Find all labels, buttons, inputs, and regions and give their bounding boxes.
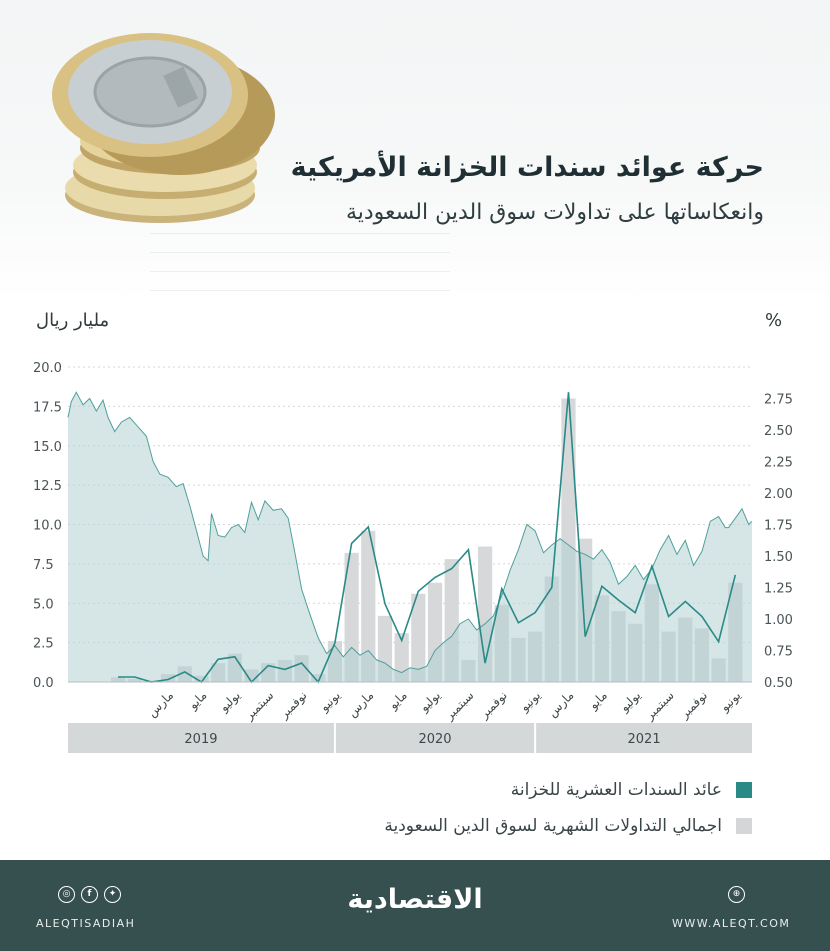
globe-icon: ⊕	[728, 886, 745, 903]
instagram-icon[interactable]: ◎	[58, 886, 75, 903]
month-tick-label: يوليو	[416, 688, 444, 716]
month-tick-label: مارس	[145, 688, 177, 720]
right-tick-label: 0.75	[764, 645, 793, 660]
year-band-label: 2019	[184, 732, 217, 747]
legend-swatch-trading	[736, 818, 752, 834]
right-tick-label: 2.00	[764, 487, 793, 502]
right-tick-label: 2.50	[764, 424, 793, 439]
legend-swatch-yield	[736, 782, 752, 798]
right-axis-unit: %	[765, 310, 783, 331]
coin-stack-image	[52, 33, 275, 223]
facebook-icon[interactable]: f	[81, 886, 98, 903]
month-tick-label: مارس	[545, 688, 577, 720]
trading-bar	[344, 552, 359, 682]
month-tick-label: يوليو	[216, 688, 244, 716]
year-band	[68, 723, 334, 753]
right-tick-label: 0.50	[764, 676, 793, 691]
brand-logo: الاقتصادية	[347, 884, 483, 915]
month-tick-label: سبتمبر	[442, 688, 478, 724]
left-tick-label: 2.5	[33, 637, 54, 652]
year-band	[335, 723, 535, 753]
month-tick-label: يونيو	[717, 688, 744, 715]
social-icons: ◎ f ✦	[58, 886, 121, 903]
left-axis-unit: مليار ريال	[36, 310, 110, 331]
left-tick-label: 7.5	[33, 558, 54, 573]
left-tick-label: 12.5	[33, 479, 62, 494]
chart-subtitle: وانعكاساتها على تداولات سوق الدين السعود…	[345, 200, 764, 225]
left-tick-label: 20.0	[33, 361, 62, 376]
month-tick-label: نوفمبر	[476, 688, 510, 722]
month-tick-label: يونيو	[316, 688, 343, 715]
legend-item-trading: اجمالي التداولات الشهرية لسوق الدين السع…	[384, 814, 752, 838]
trading-bar	[361, 530, 376, 682]
month-tick-label: يونيو	[517, 688, 544, 715]
right-tick-label: 1.00	[764, 613, 793, 628]
website-link[interactable]: WWW.ALEQT.COM	[672, 917, 791, 930]
footer-bar: ◎ f ✦ ALEQTISADIAH الاقتصادية ⊕ WWW.ALEQ…	[0, 860, 830, 951]
chart-title: حركة عوائد سندات الخزانة الأمريكية	[290, 152, 764, 183]
month-tick-label: نوفمبر	[276, 688, 310, 722]
left-tick-label: 10.0	[33, 519, 62, 534]
left-tick-label: 5.0	[33, 597, 54, 612]
year-band	[536, 723, 752, 753]
legend-label-trading: اجمالي التداولات الشهرية لسوق الدين السع…	[384, 816, 722, 836]
trading-bar	[411, 593, 426, 682]
month-tick-label: نوفمبر	[677, 688, 711, 722]
month-tick-label: مايو	[185, 688, 210, 713]
yield-line	[118, 392, 737, 684]
year-band-label: 2021	[628, 732, 661, 747]
legend-item-yield: عائد السندات العشرية للخزانة	[511, 778, 752, 802]
left-tick-label: 17.5	[33, 400, 62, 415]
right-tick-label: 1.50	[764, 550, 793, 565]
month-tick-label: مايو	[385, 688, 410, 713]
month-tick-label: مايو	[585, 688, 610, 713]
trading-bar	[394, 633, 409, 682]
month-tick-label: مارس	[345, 688, 377, 720]
legend-label-yield: عائد السندات العشرية للخزانة	[510, 780, 722, 800]
left-tick-label: 15.0	[33, 440, 62, 455]
month-tick-label: سبتمبر	[241, 688, 277, 724]
right-tick-label: 1.25	[764, 582, 793, 597]
social-handle[interactable]: ALEQTISADIAH	[36, 917, 136, 930]
paper-texture	[150, 215, 450, 295]
yield-area	[68, 392, 752, 682]
hero-background	[0, 0, 830, 300]
twitter-icon[interactable]: ✦	[104, 886, 121, 903]
right-tick-label: 2.75	[764, 393, 793, 408]
dual-axis-chart: 0.0 2.5 5.0 7.5 10.0 12.5 15.0 17.5 20.0 0.50 0.75…	[33, 361, 793, 753]
right-tick-label: 2.25	[764, 456, 793, 471]
year-band-label: 2020	[418, 732, 451, 747]
left-tick-label: 0.0	[33, 676, 54, 691]
month-tick-label: يوليو	[616, 688, 644, 716]
yield-area-edge	[67, 391, 753, 674]
right-tick-label: 1.75	[764, 519, 793, 534]
month-tick-label: سبتمبر	[642, 688, 678, 724]
